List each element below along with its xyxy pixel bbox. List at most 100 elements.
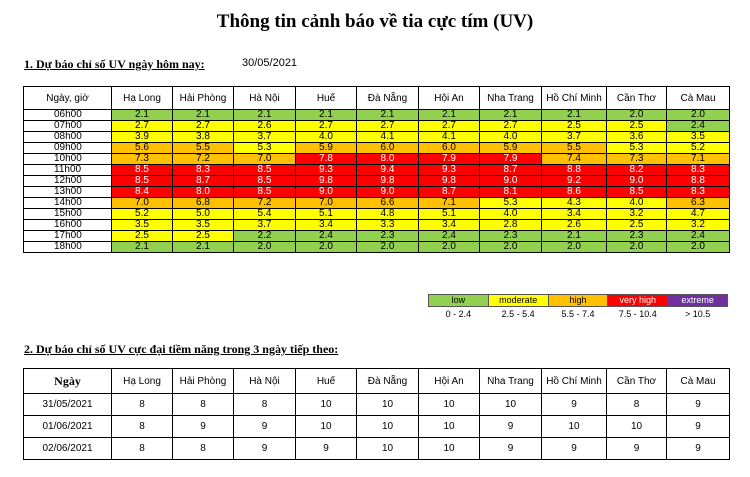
uv-max-cell: 8: [172, 437, 234, 460]
table-row: 17h00 2.5 2.5 2.2 2.4 2.3 2.4 2.3 2.1 2.3 2.4: [23, 230, 730, 242]
uv-max-cell: 9: [172, 415, 234, 438]
table-row: 07h00 2.7 2.7 2.6 2.7 2.7 2.7 2.7 2.5 2.5 2.4: [23, 120, 730, 132]
uv-max-cell: 10: [418, 437, 480, 460]
legend-swatch: extreme: [667, 294, 728, 307]
uv-cell: 6.6: [356, 197, 419, 209]
legend-range: 0 - 2.4: [445, 309, 472, 319]
time-cell: 07h00: [23, 120, 112, 132]
uv-cell: 2.0: [233, 241, 296, 253]
uv-cell: 8.3: [172, 164, 234, 176]
corner-header: Ngày: [23, 368, 112, 394]
time-cell: 12h00: [23, 175, 112, 187]
uv-cell: 8.8: [666, 175, 730, 187]
uv-max-cell: 9: [479, 437, 542, 460]
section2-heading: 2. Dự báo chỉ số UV cực đại tiềm năng tr…: [24, 342, 339, 356]
uv-cell: 8.5: [233, 186, 296, 198]
uv-cell: 2.0: [666, 109, 730, 121]
uv-legend: low moderate high very high extreme 0 - 2.4 2…: [428, 294, 728, 320]
uv-cell: 5.3: [233, 142, 296, 154]
legend-swatch: very high: [607, 294, 669, 307]
uv-cell: 2.5: [541, 120, 607, 132]
section1-heading: 1. Dự báo chỉ số UV ngày hôm nay:: [24, 57, 205, 71]
uv-cell: 3.2: [666, 219, 730, 231]
uv-cell: 8.5: [233, 175, 296, 187]
uv-cell: 7.2: [233, 197, 296, 209]
uv-cell: 2.1: [541, 230, 607, 242]
uv-cell: 2.4: [418, 230, 480, 242]
uv-cell: 3.7: [541, 131, 607, 143]
time-cell: 13h00: [23, 186, 112, 198]
uv-max-cell: 10: [295, 393, 357, 416]
uv-cell: 5.1: [418, 208, 480, 220]
time-cell: 06h00: [23, 109, 112, 121]
uv-max-cell: 10: [418, 415, 480, 438]
uv-cell: 5.9: [479, 142, 542, 154]
uv-cell: 2.6: [541, 219, 607, 231]
uv-cell: 3.4: [541, 208, 607, 220]
city-header: Cần Thơ: [606, 368, 667, 394]
uv-cell: 8.5: [111, 175, 173, 187]
uv-cell: 2.5: [606, 219, 667, 231]
city-header: Nha Trang: [479, 86, 542, 110]
uv-cell: 2.7: [356, 120, 419, 132]
uv-cell: 2.3: [479, 230, 542, 242]
uv-cell: 9.0: [479, 175, 542, 187]
date-cell: 31/05/2021: [23, 393, 112, 416]
uv-max-cell: 10: [541, 415, 607, 438]
uv-cell: 4.8: [356, 208, 419, 220]
legend-swatch: high: [547, 294, 609, 307]
uv-cell: 6.3: [666, 197, 730, 209]
city-header: Hà Nội: [233, 368, 296, 394]
uv-cell: 8.4: [111, 186, 173, 198]
uv-cell: 4.0: [606, 197, 667, 209]
uv-cell: 3.7: [233, 131, 296, 143]
uv-cell: 2.1: [233, 109, 296, 121]
time-cell: 15h00: [23, 208, 112, 220]
uv-cell: 9.8: [295, 175, 357, 187]
uv-max-cell: 8: [111, 437, 173, 460]
uv-cell: 8.3: [666, 186, 730, 198]
uv-cell: 4.0: [479, 208, 542, 220]
city-header: Hạ Long: [111, 86, 173, 110]
uv-cell: 5.3: [479, 197, 542, 209]
uv-cell: 8.5: [233, 164, 296, 176]
legend-range: > 10.5: [684, 309, 711, 319]
uv-cell: 2.1: [356, 109, 419, 121]
uv-cell: 7.9: [418, 153, 480, 165]
uv-cell: 8.1: [479, 186, 542, 198]
uv-cell: 4.1: [418, 131, 480, 143]
uv-cell: 4.3: [541, 197, 607, 209]
time-cell: 14h00: [23, 197, 112, 209]
uv-cell: 8.0: [172, 186, 234, 198]
uv-max-cell: 9: [479, 415, 542, 438]
uv-cell: 7.3: [606, 153, 667, 165]
uv-cell: 3.4: [418, 219, 480, 231]
uv-cell: 9.0: [606, 175, 667, 187]
uv-cell: 2.0: [606, 109, 667, 121]
table-row: 06h00 2.1 2.1 2.1 2.1 2.1 2.1 2.1 2.1 2.0 2.0: [23, 109, 730, 121]
uv-cell: 8.5: [111, 164, 173, 176]
uv-cell: 2.0: [418, 241, 480, 253]
legend-range: 5.5 - 7.4: [561, 309, 595, 319]
uv-cell: 3.5: [666, 131, 730, 143]
uv-cell: 3.6: [606, 131, 667, 143]
uv-max-cell: 9: [233, 415, 296, 438]
uv-max-cell: 10: [418, 393, 480, 416]
uv-cell: 2.0: [356, 241, 419, 253]
uv-cell: 2.1: [172, 109, 234, 121]
uv-cell: 2.5: [172, 230, 234, 242]
city-header: Nha Trang: [479, 368, 542, 394]
uv-max-cell: 8: [111, 393, 173, 416]
uv-cell: 8.5: [606, 186, 667, 198]
uv-cell: 3.5: [111, 219, 173, 231]
time-cell: 09h00: [23, 142, 112, 154]
city-header: Hải Phòng: [172, 368, 234, 394]
uv-cell: 5.4: [233, 208, 296, 220]
uv-max-cell: 9: [541, 437, 607, 460]
date-cell: 02/06/2021: [23, 437, 112, 460]
uv-cell: 9.2: [541, 175, 607, 187]
uv-cell: 5.1: [295, 208, 357, 220]
uv-cell: 6.0: [418, 142, 480, 154]
uv-cell: 2.1: [111, 241, 173, 253]
table-row: 16h00 3.5 3.5 3.7 3.4 3.3 3.4 2.8 2.6 2.5 3.2: [23, 219, 730, 231]
